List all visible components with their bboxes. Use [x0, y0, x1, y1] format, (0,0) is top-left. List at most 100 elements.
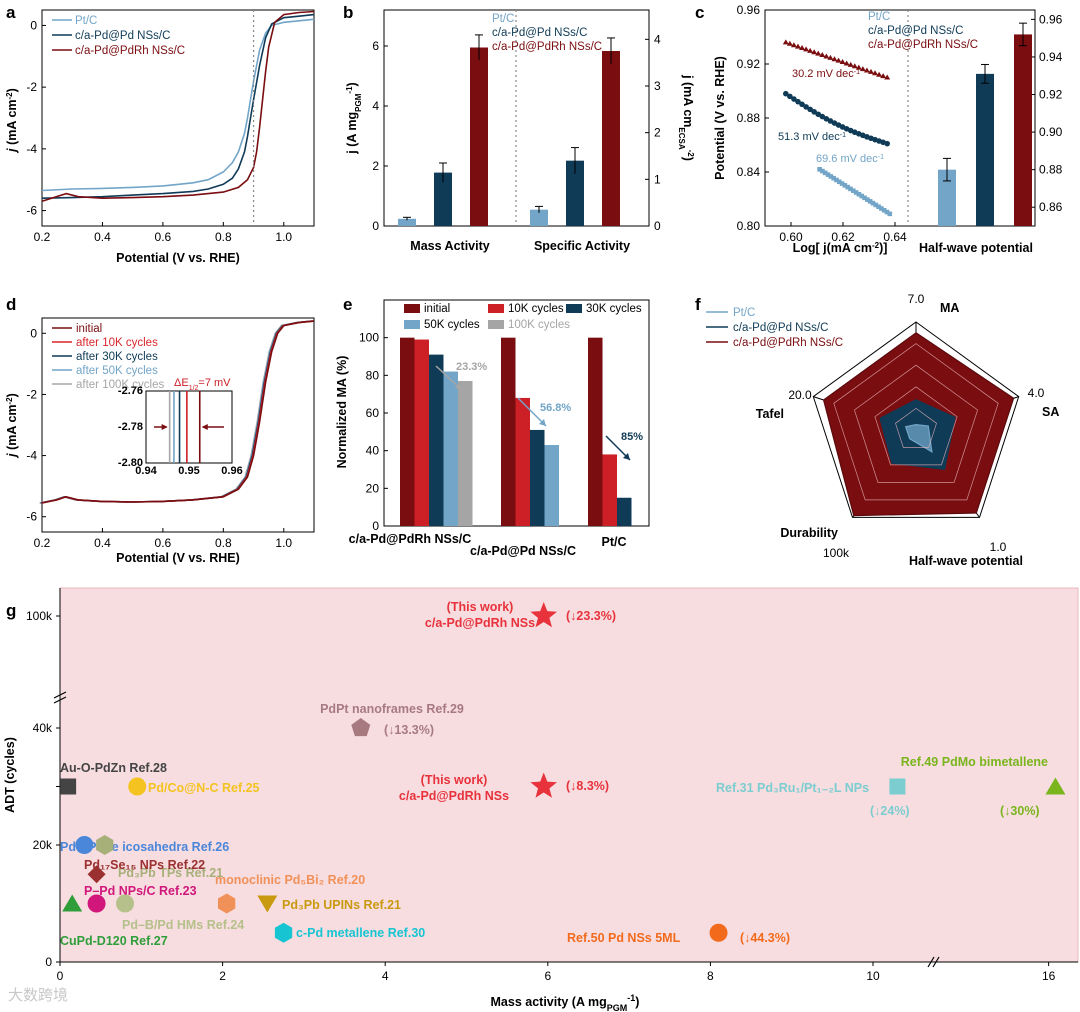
panel-c-xlabel: Log[ j(mA cm-2)] [793, 241, 888, 256]
tafel-point-pt [876, 204, 881, 210]
inset-y-tick-label: -2.76 [118, 385, 143, 397]
point-label: Pd₃Pb TPs Ref.21 [118, 866, 223, 880]
tafel-point-pdrh [790, 42, 797, 48]
panel-d-inset: ΔE1/2=7 mV 0.94 0.95 0.96 -2.76 -2.78 -2.80 [118, 377, 243, 477]
tafel-point-pd [815, 111, 822, 118]
bar-pdrh [470, 47, 488, 226]
panel-label-e: e [343, 295, 352, 314]
tafel-point-pt [881, 207, 887, 213]
panel-a-legend: Pt/C c/a-Pd@Pd NSs/C c/a-Pd@PdRh NSs/C [52, 15, 185, 57]
radar-axis-name: Durability [780, 526, 838, 540]
tafel-point-pdrh [847, 61, 854, 67]
point-label: Ref.31 Pd₃Ru₁/Pt₁₋₂L NPs [716, 781, 869, 795]
tafel-point-pdrh [863, 67, 870, 73]
panel-label-f: f [695, 295, 701, 314]
y-tick-label-right: 0.90 [1039, 125, 1063, 139]
tafel-slope-pdrh: 30.2 mV dec-1 [792, 68, 860, 80]
inset-y-tick-label: -2.78 [118, 421, 143, 433]
point-drop-label: (↓13.3%) [384, 723, 434, 737]
tafel-point-pt [850, 188, 856, 193]
bar-1-1 [515, 397, 530, 526]
radar-axis-max: 20.0 [788, 388, 812, 402]
point-drop-label: (↓44.3%) [740, 931, 790, 945]
tafel-point-pdrh [831, 56, 838, 62]
y-tick-label: -4 [26, 142, 37, 156]
tafel-point-pt [822, 170, 828, 176]
x-tick-label: 4 [382, 969, 389, 983]
y-tick-label: 0 [30, 326, 37, 340]
drop-label-pt: 85% [621, 431, 643, 443]
bar-1-0 [501, 337, 516, 526]
legend-label-pdrh: c/a-Pd@PdRh NSs/C [492, 41, 602, 53]
marker-triangle [62, 894, 83, 912]
radar-inner-ring [895, 407, 937, 448]
panel-f-radar-chart: MA SA Half-wave potential Durability Tafel 7.… [706, 292, 1059, 568]
tafel-point-pt [839, 181, 845, 186]
legend-label-pdrh: c/a-Pd@PdRh NSs/C [868, 39, 978, 51]
point-drop-label: (↓30%) [1000, 804, 1040, 818]
point-label: monoclinic Pd₅Bi₂ Ref.20 [215, 873, 365, 887]
panel-g-ylabel: ADT (cycles) [3, 737, 17, 813]
panel-b-ylabel-left: j (A mgPGM-1) [345, 82, 363, 154]
bar-2-2 [617, 497, 632, 526]
panel-c-ticks: 0.60 0.62 0.64 0.80 0.84 0.88 0.92 0.96 0.86 0.88… [737, 3, 1063, 244]
tafel-point-pt [870, 200, 876, 206]
radar-axis-name: SA [1042, 405, 1059, 419]
tafel-point-pt [834, 177, 839, 183]
x-tick-label: 0.62 [831, 230, 855, 244]
panel-label-d: d [6, 295, 16, 314]
tafel-point-pdrh [786, 40, 793, 46]
panel-b-category-specific: Specific Activity [534, 239, 630, 253]
bar-pt [398, 218, 416, 226]
tafel-point-pt [862, 195, 867, 201]
curve-pdrh [41, 10, 315, 203]
marker-circle [709, 923, 728, 942]
tafel-point-pt [825, 172, 831, 177]
panel-g-background [59, 587, 1079, 963]
marker-star [530, 602, 557, 628]
tafel-point-pdrh [880, 73, 887, 79]
point-drop-label: (↓8.3%) [566, 779, 609, 793]
panel-c-tafel-chart: 0.60 0.62 0.64 0.80 0.84 0.88 0.92 0.96 0.86 0.88… [713, 3, 1063, 255]
marker-star [530, 772, 557, 798]
marker-circle [116, 894, 135, 913]
y-tick-label: 0.92 [737, 57, 761, 71]
point-label: c-Pd metallene Ref.30 [296, 926, 425, 940]
y-tick-label-left: 2 [372, 159, 379, 173]
tafel-point-pdrh [803, 46, 810, 52]
tafel-point-pt [848, 186, 853, 192]
marker-triangle [1045, 777, 1066, 795]
panel-label-c: c [695, 3, 704, 22]
panel-e-ticks: 0 20 40 60 80 100 [359, 331, 388, 533]
inset-arrowhead-left [161, 424, 168, 430]
radar-inner-ring [833, 343, 999, 501]
radar-axis-name: Tafel [756, 407, 784, 421]
legend-label-pd: c/a-Pd@Pd NSs/C [75, 30, 170, 42]
bar-0-4 [458, 380, 473, 526]
panel-c-bar-category: Half-wave potential [919, 241, 1033, 255]
y-tick-label: -2 [26, 80, 37, 94]
y-tick-label-right: 0 [654, 219, 661, 233]
marker-hexagon [274, 922, 293, 943]
legend-label: after 100K cycles [76, 379, 164, 391]
panel-g-adt-scatter: 0 2 4 6 8 10 16 0 20k 40k 100k (This work) c/a-Pd@P… [3, 587, 1079, 1012]
panel-d-xlabel: Potential (V vs. RHE) [116, 551, 240, 565]
point-label: Au-O-PdZn Ref.28 [60, 761, 167, 775]
panel-e-annotations: 23.3% 56.8% 85% [435, 361, 643, 461]
legend-swatch [404, 320, 420, 329]
y-tick-label-left: 4 [372, 99, 379, 113]
legend-label-pt: Pt/C [75, 15, 97, 27]
y-tick-label-right: 0.92 [1039, 88, 1063, 102]
y-axis-break [53, 696, 67, 704]
marker-square [60, 778, 77, 795]
y-tick-label: 0.84 [737, 165, 761, 179]
legend-label: after 10K cycles [76, 337, 158, 349]
tafel-point-pt [884, 209, 890, 215]
tafel-point-pd [807, 106, 813, 113]
panel-d-ticks: 0.2 0.4 0.6 0.8 1.0 0 -2 -4 -6 [26, 326, 292, 550]
tafel-point-pd [795, 98, 801, 105]
point-label: Ref.50 Pd NSs 5ML [567, 931, 681, 945]
tafel-point-pt [865, 197, 870, 202]
category-label: c/a-Pd@Pd NSs/C [470, 544, 576, 558]
x-tick-label: 2 [219, 969, 226, 983]
